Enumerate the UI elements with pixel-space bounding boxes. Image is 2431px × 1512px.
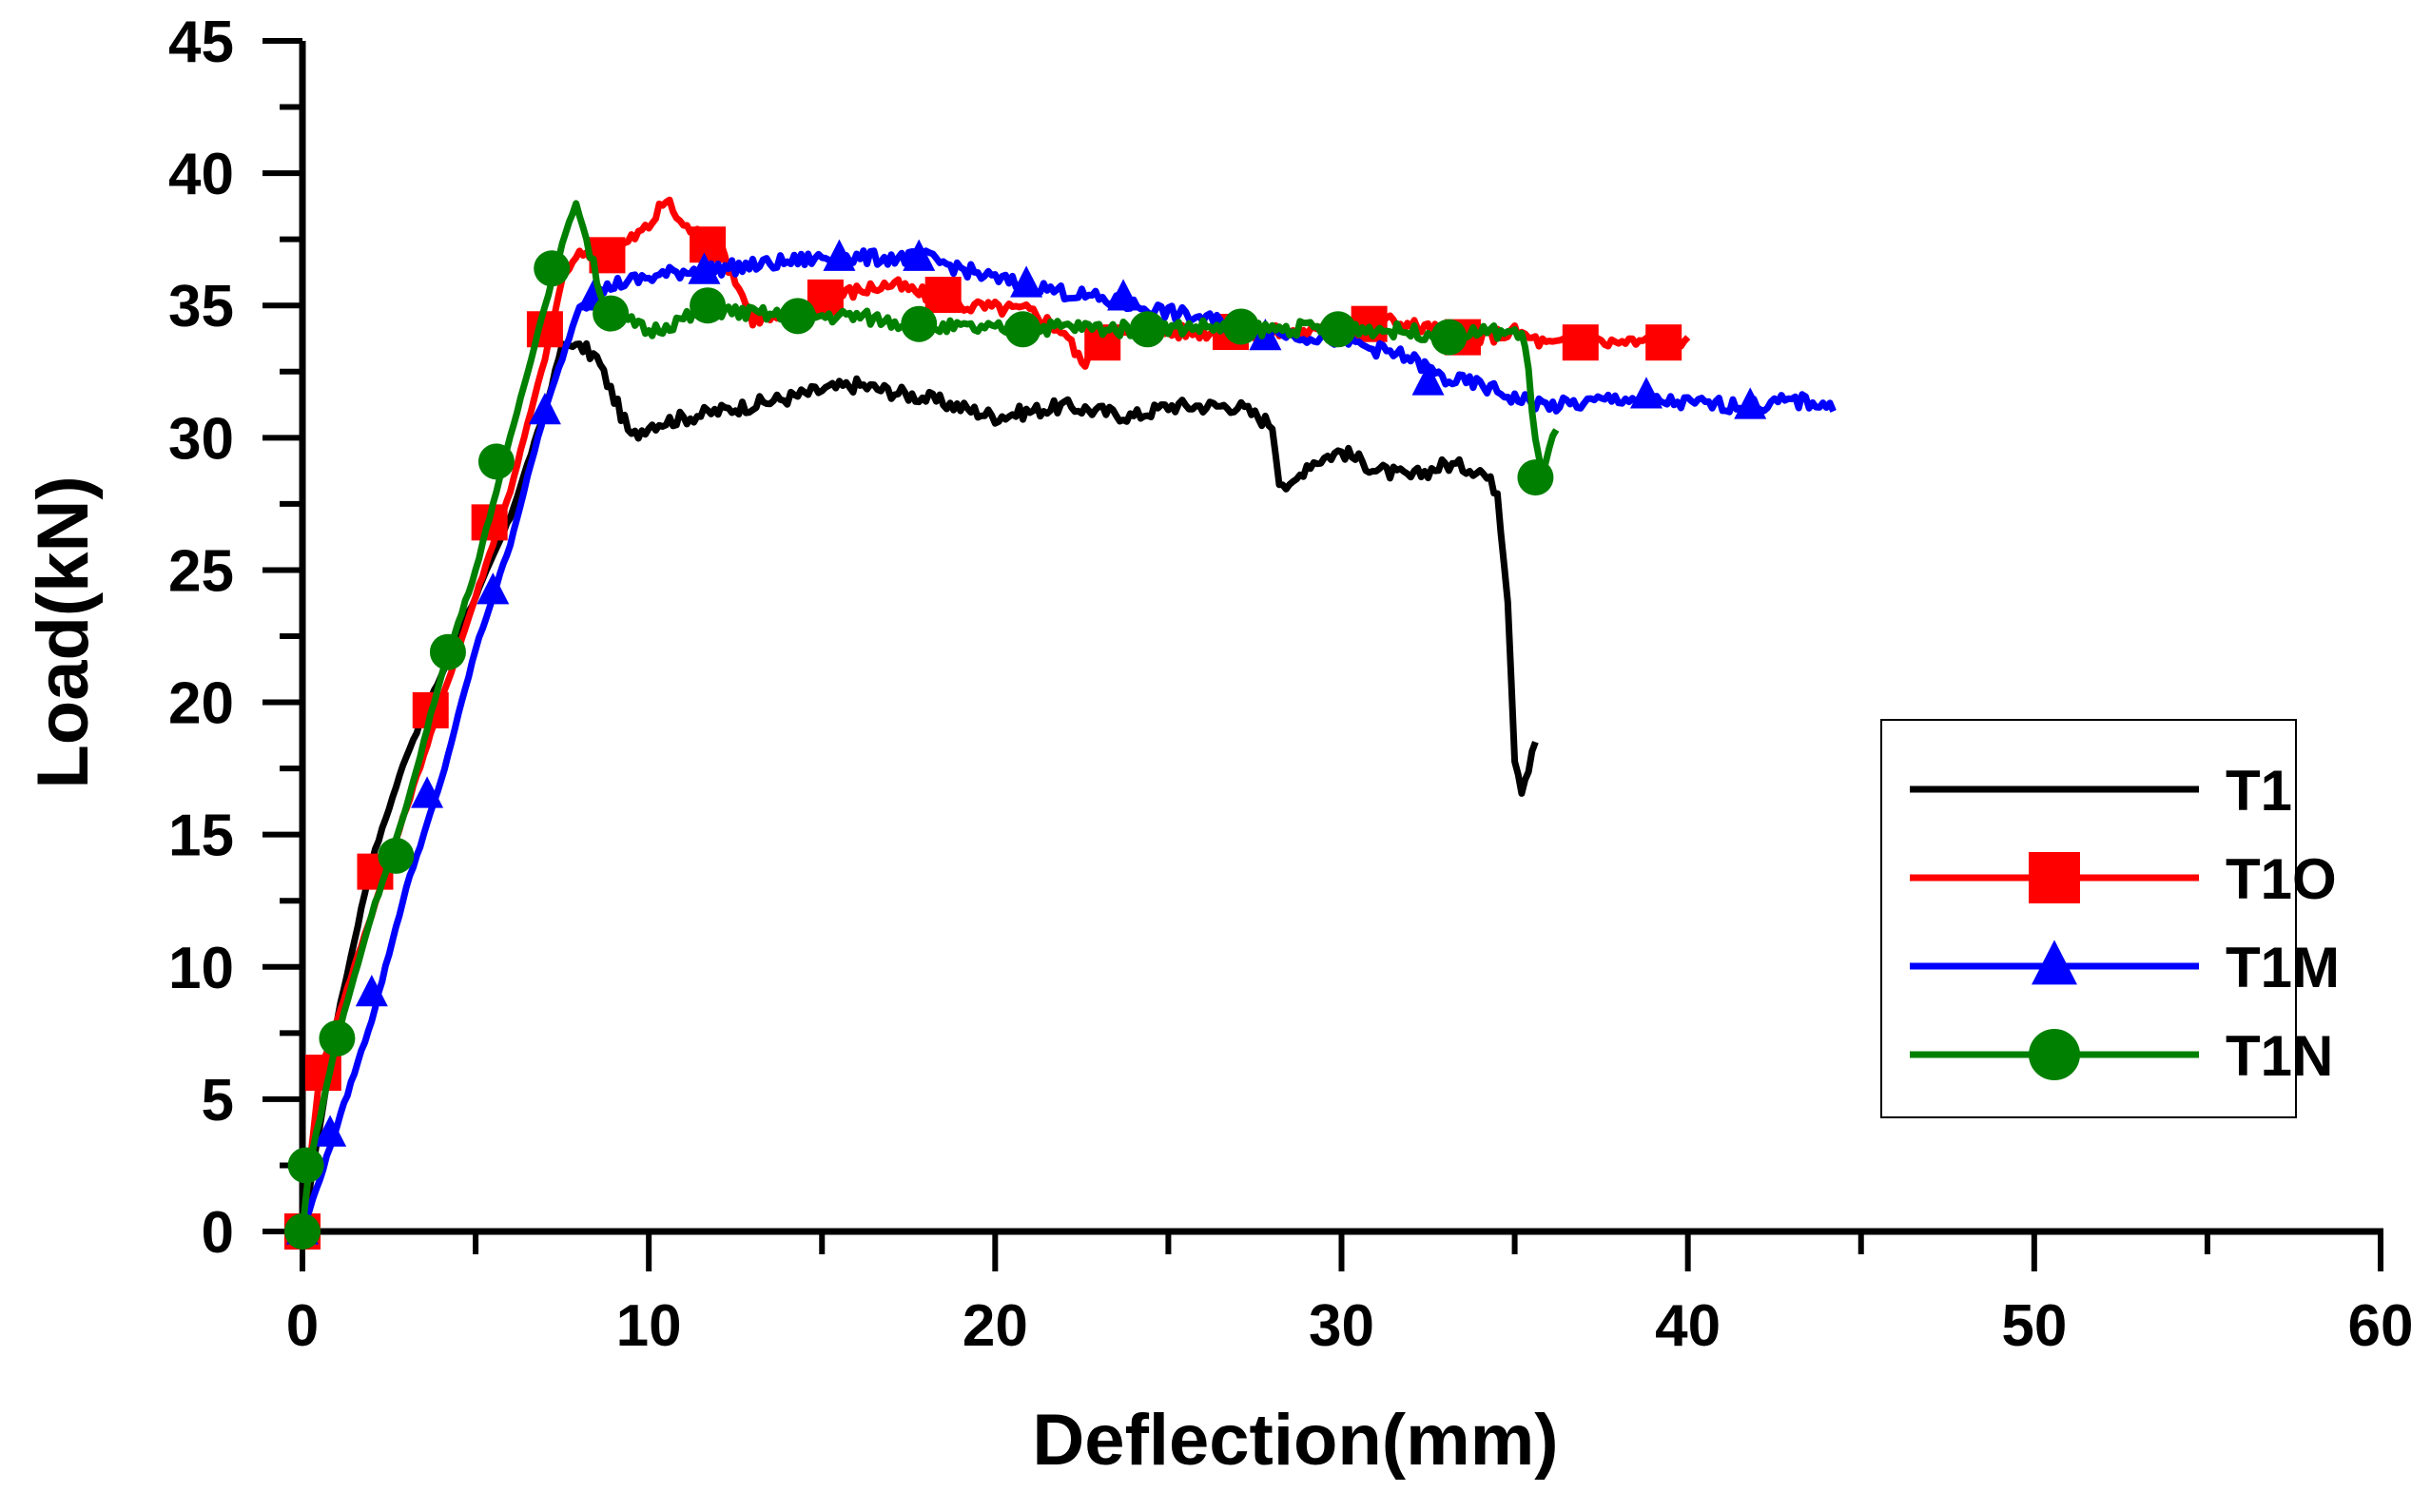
y-tick-label: 0 [202,1200,234,1266]
marker-triangle [1010,265,1043,298]
y-tick-label: 40 [168,142,234,207]
marker-circle [378,837,415,874]
marker-square [690,226,727,263]
marker-circle [1222,308,1259,345]
marker-circle [1004,311,1041,348]
marker-triangle [903,239,936,271]
marker-triangle [411,776,444,808]
marker-circle [1430,319,1468,356]
legend-label-T1: T1 [2226,759,2292,823]
marker-square [1562,324,1599,361]
y-tick-label: 35 [168,274,234,339]
marker-triangle [1107,279,1140,311]
y-tick-label: 45 [168,10,234,75]
marker-circle [779,298,816,335]
marker-square [304,1055,341,1092]
marker-circle [1319,311,1356,348]
marker-triangle [528,392,561,425]
marker-triangle [1629,377,1663,409]
x-tick-label: 60 [2348,1293,2414,1359]
x-tick-label: 20 [963,1293,1028,1359]
legend: T1 T1O T1M T1N [1880,719,2340,1118]
marker-square [2029,852,2080,903]
x-tick-label: 0 [286,1293,319,1359]
series-T1M [286,239,1837,1245]
marker-triangle [476,572,510,605]
marker-circle [477,443,515,480]
marker-circle [593,295,630,332]
marker-circle [690,287,727,324]
marker-circle [287,1147,324,1184]
marker-circle [1129,311,1166,348]
marker-circle [429,633,466,670]
y-tick-label: 15 [168,804,234,869]
marker-triangle [823,239,856,271]
marker-triangle [1734,387,1767,419]
marker-triangle [688,252,721,284]
legend-label-T1M: T1M [2226,936,2340,999]
legend-label-T1N: T1N [2226,1024,2333,1088]
axes: 0 10 20 30 40 50 60 0 5 10 15 20 25 30 35 40 45 [168,10,2413,1359]
y-tick-label: 10 [168,936,234,1001]
x-tick-label: 30 [1309,1293,1374,1359]
y-tick-label: 20 [168,671,234,737]
marker-square [1645,324,1682,361]
marker-circle [319,1019,356,1056]
marker-circle [534,250,571,287]
y-axis-title: Load(kN) [23,475,104,788]
y-tick-label: 5 [202,1068,234,1134]
series-line [299,200,1560,1231]
x-tick-label: 40 [1655,1293,1721,1359]
series-line [299,247,1837,1233]
legend-label-T1O: T1O [2226,847,2337,911]
marker-square [924,277,962,314]
x-tick-label: 50 [2001,1293,2067,1359]
x-axis-title: Deflection(mm) [1032,1400,1558,1481]
marker-circle [1517,459,1554,496]
marker-circle [901,305,938,342]
series-T1 [299,339,1539,1231]
series-T1N [284,200,1560,1250]
marker-triangle [314,1115,347,1147]
marker-triangle [1411,363,1445,396]
y-tick-label: 30 [168,406,234,472]
x-tick-label: 10 [616,1293,682,1359]
y-tick-label: 25 [168,538,234,604]
marker-triangle [2032,940,2077,985]
series-layer [284,196,1837,1250]
marker-circle [284,1213,321,1250]
marker-triangle [355,975,388,1007]
series-T1O [284,196,1691,1250]
series-line [299,339,1539,1231]
marker-circle [2029,1029,2080,1080]
